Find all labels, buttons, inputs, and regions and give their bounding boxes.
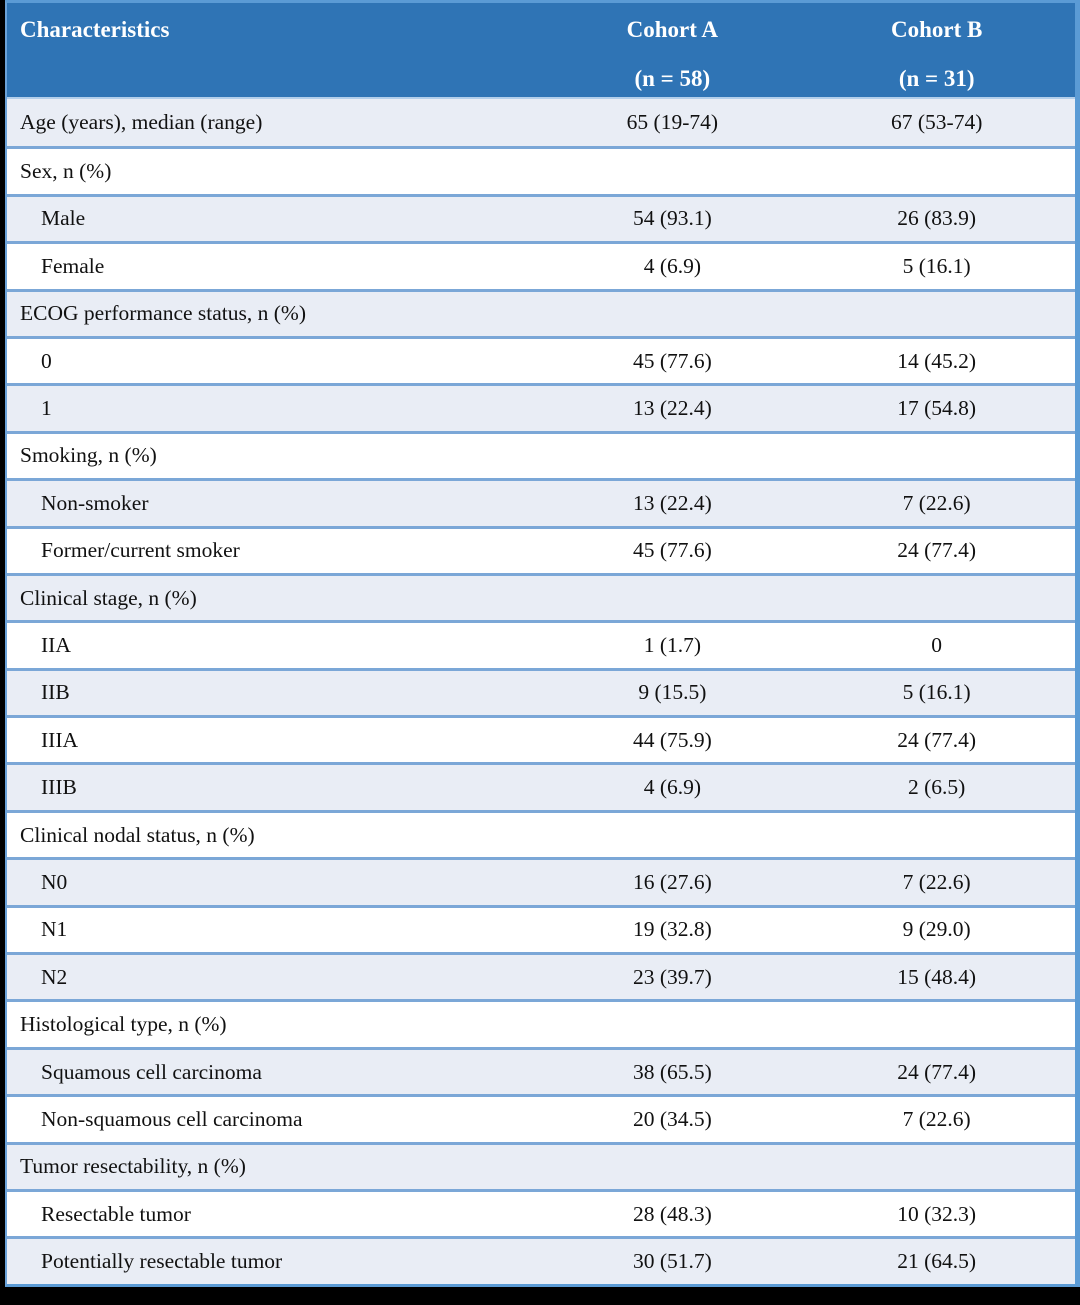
header-characteristics-cell: Characteristics bbox=[7, 3, 546, 97]
row-label: IIA bbox=[41, 632, 71, 657]
cohort-a-value: 20 (34.5) bbox=[632, 1106, 712, 1131]
header-cohort-b-n: (n = 31) bbox=[898, 66, 975, 91]
table-row: Sex, n (%) bbox=[7, 146, 1075, 194]
cohort-b-value: 14 (45.2) bbox=[897, 348, 977, 373]
row-label: Male bbox=[41, 206, 86, 231]
table-row: Female 4 (6.9) 5 (16.1) bbox=[7, 241, 1075, 289]
table-row: Clinical nodal status, n (%) bbox=[7, 809, 1075, 858]
row-label: N0 bbox=[41, 869, 68, 894]
cohort-b-value: 7 (22.6) bbox=[902, 490, 971, 515]
cohort-a-value: 38 (65.5) bbox=[632, 1059, 712, 1084]
header-cohort-b-cell: Cohort B (n = 31) bbox=[798, 3, 1075, 97]
cohort-a-value: 30 (51.7) bbox=[632, 1249, 712, 1274]
row-label: N2 bbox=[41, 964, 68, 989]
table-body: Age (years), median (range) 65 (19-74) 67 … bbox=[7, 99, 1075, 1284]
cohort-a-value: 28 (48.3) bbox=[632, 1201, 712, 1226]
header-cohort-b-label: Cohort B bbox=[890, 17, 983, 42]
cohort-b-value: 10 (32.3) bbox=[897, 1201, 977, 1226]
cohort-b-value: 5 (16.1) bbox=[902, 253, 971, 278]
table-row: Clinical stage, n (%) bbox=[7, 572, 1075, 621]
row-label: Sex, n (%) bbox=[20, 159, 112, 184]
table-row: 1 13 (22.4) 17 (54.8) bbox=[7, 383, 1075, 431]
cohort-a-value: 44 (75.9) bbox=[632, 727, 712, 752]
table-row: ECOG performance status, n (%) bbox=[7, 288, 1075, 336]
row-label: Tumor resectability, n (%) bbox=[20, 1154, 246, 1179]
cohort-b-value: 67 (53-74) bbox=[891, 110, 983, 135]
table-row: Non-smoker 13 (22.4) 7 (22.6) bbox=[7, 478, 1075, 526]
row-label: Age (years), median (range) bbox=[20, 110, 263, 135]
cohort-a-value: 45 (77.6) bbox=[632, 538, 712, 563]
cohort-b-value: 5 (16.1) bbox=[902, 680, 971, 705]
table-row: Age (years), median (range) 65 (19-74) 67 … bbox=[7, 99, 1075, 147]
table-row: Smoking, n (%) bbox=[7, 430, 1075, 479]
table-row: IIB 9 (15.5) 5 (16.1) bbox=[7, 667, 1075, 716]
cohort-a-value: 4 (6.9) bbox=[643, 775, 702, 800]
cohort-b-value: 26 (83.9) bbox=[897, 206, 977, 231]
characteristics-table: Characteristics Cohort A (n = 58) Cohort… bbox=[5, 0, 1080, 1287]
table-row: Squamous cell carcinoma 38 (65.5) 24 (77.4… bbox=[7, 1046, 1075, 1095]
cohort-b-value: 24 (77.4) bbox=[897, 727, 977, 752]
row-label: Resectable tumor bbox=[41, 1201, 191, 1226]
row-label: IIIB bbox=[41, 775, 77, 800]
table-row: Potentially resectable tumor 30 (51.7) 21 … bbox=[7, 1236, 1075, 1284]
cohort-a-value: 16 (27.6) bbox=[632, 869, 712, 894]
cohort-a-value: 23 (39.7) bbox=[632, 964, 712, 989]
table-row: Former/current smoker 45 (77.6) 24 (77.4) bbox=[7, 525, 1075, 573]
table-row: Male 54 (93.1) 26 (83.9) bbox=[7, 193, 1075, 242]
cohort-b-value: 17 (54.8) bbox=[897, 396, 977, 421]
row-label: Potentially resectable tumor bbox=[41, 1249, 283, 1274]
cohort-b-value: 7 (22.6) bbox=[902, 1106, 971, 1131]
cohort-b-value: 2 (6.5) bbox=[908, 775, 966, 800]
table-row: IIA 1 (1.7) 0 bbox=[7, 620, 1075, 668]
table-row: N1 19 (32.8) 9 (29.0) bbox=[7, 904, 1075, 953]
row-label: Former/current smoker bbox=[41, 538, 240, 563]
table-row: IIIA 44 (75.9) 24 (77.4) bbox=[7, 715, 1075, 763]
table-row: 0 45 (77.6) 14 (45.2) bbox=[7, 335, 1075, 384]
row-label: IIB bbox=[41, 680, 70, 705]
row-label: Clinical stage, n (%) bbox=[20, 585, 197, 610]
row-label: N1 bbox=[41, 917, 68, 942]
cohort-a-value: 1 (1.7) bbox=[643, 632, 702, 657]
header-cohort-a-label: Cohort A bbox=[626, 17, 719, 42]
header-characteristics-label: Characteristics bbox=[20, 17, 170, 42]
table-row: N0 16 (27.6) 7 (22.6) bbox=[7, 857, 1075, 905]
table-row: N2 23 (39.7) 15 (48.4) bbox=[7, 952, 1075, 1000]
cohort-a-value: 65 (19-74) bbox=[626, 110, 719, 135]
row-label: Squamous cell carcinoma bbox=[41, 1059, 262, 1084]
table-row: Non-squamous cell carcinoma 20 (34.5) 7 (2… bbox=[7, 1094, 1075, 1142]
cohort-a-value: 19 (32.8) bbox=[632, 917, 712, 942]
table-row: Resectable tumor 28 (48.3) 10 (32.3) bbox=[7, 1188, 1075, 1237]
table-row: Tumor resectability, n (%) bbox=[7, 1141, 1075, 1189]
cohort-a-value: 13 (22.4) bbox=[632, 396, 712, 421]
cohort-b-value: 7 (22.6) bbox=[902, 869, 971, 894]
row-label: ECOG performance status, n (%) bbox=[20, 301, 306, 326]
cohort-b-value: 15 (48.4) bbox=[897, 964, 977, 989]
cohort-a-value: 54 (93.1) bbox=[632, 206, 712, 231]
cohort-b-value: 0 bbox=[931, 632, 943, 657]
row-label: Smoking, n (%) bbox=[20, 443, 157, 468]
cohort-a-value: 45 (77.6) bbox=[632, 348, 712, 373]
cohort-b-value: 21 (64.5) bbox=[897, 1249, 977, 1274]
cohort-a-value: 13 (22.4) bbox=[632, 490, 712, 515]
row-label: 0 bbox=[41, 348, 52, 373]
row-label: Histological type, n (%) bbox=[20, 1012, 227, 1037]
cohort-a-value: 4 (6.9) bbox=[643, 253, 702, 278]
row-label: Non-smoker bbox=[41, 490, 149, 515]
cohort-b-value: 24 (77.4) bbox=[897, 1059, 977, 1084]
header-cohort-a-cell: Cohort A (n = 58) bbox=[546, 3, 798, 97]
cohort-b-value: 24 (77.4) bbox=[897, 538, 977, 563]
row-label: Female bbox=[41, 253, 105, 278]
row-label: Non-squamous cell carcinoma bbox=[41, 1106, 303, 1131]
row-label: 1 bbox=[41, 396, 52, 421]
header-cohort-a-n: (n = 58) bbox=[634, 66, 711, 91]
cohort-b-value: 9 (29.0) bbox=[902, 917, 971, 942]
table-header: Characteristics Cohort A (n = 58) Cohort… bbox=[7, 3, 1075, 99]
cohort-a-value: 9 (15.5) bbox=[638, 680, 707, 705]
row-label: Clinical nodal status, n (%) bbox=[20, 822, 255, 847]
row-label: IIIA bbox=[41, 727, 79, 752]
table-row: IIIB 4 (6.9) 2 (6.5) bbox=[7, 762, 1075, 810]
table-row: Histological type, n (%) bbox=[7, 999, 1075, 1047]
